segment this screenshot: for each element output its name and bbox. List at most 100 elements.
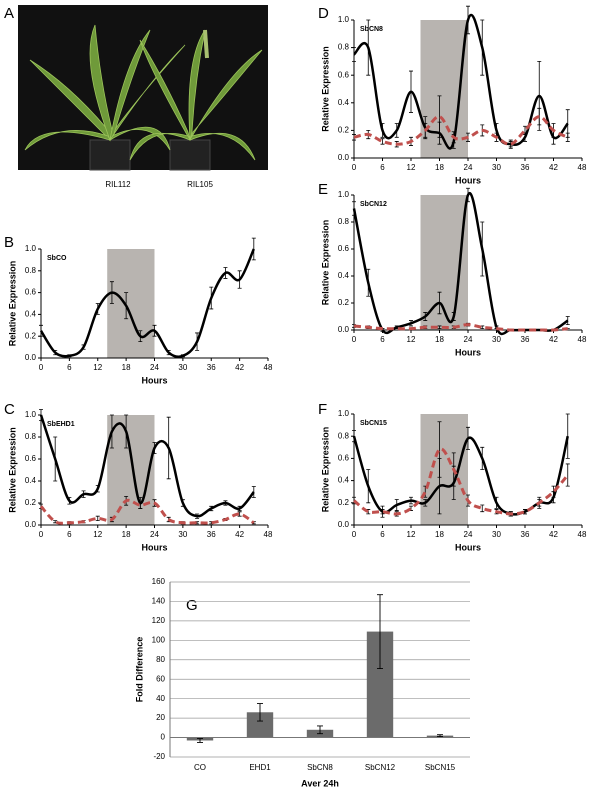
y-tick-label: 0.0: [25, 520, 37, 529]
y-tick-label: 0.6: [25, 288, 37, 297]
x-tick-label: 12: [93, 363, 102, 372]
x-tick-label: 36: [521, 335, 530, 344]
x-tick-label: 18: [122, 363, 131, 372]
error-bar: [437, 325, 442, 330]
y-tick-label: 1.0: [338, 15, 350, 24]
error-bar: [95, 515, 100, 521]
y-tick-label: 1.0: [338, 190, 350, 199]
x-tick-label: 42: [235, 530, 244, 539]
y-tick-label: 0.2: [25, 331, 37, 340]
chart-title: SbCN12: [360, 201, 387, 208]
x-tick-label: SbCN12: [365, 763, 396, 772]
x-tick-label: 18: [435, 530, 444, 539]
error-bar: [551, 485, 556, 498]
y-tick-label: 40: [156, 694, 165, 703]
y-tick-label: 0.2: [338, 498, 350, 507]
y-axis-label: Relative Expression: [320, 220, 330, 306]
error-bar: [251, 237, 256, 261]
x-tick-label: 36: [207, 363, 216, 372]
y-tick-label: 0.8: [25, 266, 37, 275]
x-tick-label: 30: [178, 530, 187, 539]
y-tick-label: 0.0: [25, 353, 37, 362]
chart-title: SbCN8: [360, 26, 383, 33]
x-tick-label: 36: [521, 530, 530, 539]
x-tick-label: SbCN15: [425, 763, 456, 772]
x-tick-label: 6: [67, 530, 72, 539]
error-bar: [317, 725, 323, 735]
error-bar: [251, 486, 256, 498]
chart-title: SbEHD1: [47, 421, 75, 428]
x-tick-label: 0: [39, 530, 44, 539]
x-tick-label: 24: [464, 530, 473, 539]
series-line: [39, 414, 255, 518]
error-bar: [523, 509, 527, 515]
y-tick-label: 0.2: [25, 498, 37, 507]
x-tick-label: 30: [178, 363, 187, 372]
pot: [169, 139, 211, 171]
error-bar: [380, 509, 385, 515]
y-axis-label: Fold Difference: [134, 637, 144, 703]
panel-label: F: [318, 401, 327, 418]
photo-caption: RIL112: [105, 180, 131, 189]
y-axis-label: Relative Expression: [320, 46, 330, 132]
error-bar: [377, 594, 383, 669]
y-tick-label: 0.6: [25, 454, 37, 463]
error-bar: [565, 413, 570, 459]
y-tick-label: 0.2: [338, 298, 350, 307]
x-tick-label: 30: [492, 530, 501, 539]
x-tick-label: 12: [407, 335, 416, 344]
x-tick-label: 18: [435, 335, 444, 344]
x-tick-label: 0: [39, 363, 44, 372]
x-tick-label: 24: [464, 335, 473, 344]
x-tick-label: 48: [578, 530, 587, 539]
y-tick-label: 80: [156, 655, 165, 664]
error-bar: [437, 421, 442, 478]
y-tick-label: 0.8: [338, 217, 350, 226]
y-tick-label: 0.0: [338, 325, 350, 334]
y-tick-label: 0.6: [338, 244, 350, 253]
y-tick-label: 20: [156, 713, 165, 722]
error-bar: [565, 132, 570, 142]
series-line: [39, 248, 255, 358]
x-axis-label: Hours: [455, 347, 481, 357]
x-tick-label: 30: [492, 163, 501, 172]
y-tick-label: 0.0: [338, 153, 350, 162]
y-tick-label: 0.8: [25, 432, 37, 441]
series-line: [353, 447, 569, 516]
y-tick-label: 1.0: [338, 409, 350, 418]
y-tick-label: 0.6: [338, 454, 350, 463]
y-tick-label: 1.0: [25, 410, 37, 419]
error-bar: [437, 95, 442, 138]
x-tick-label: SbCN8: [307, 763, 333, 772]
x-tick-label: 24: [150, 530, 159, 539]
error-bar: [138, 501, 143, 509]
error-bar: [437, 734, 443, 738]
x-tick-label: EHD1: [249, 763, 271, 772]
y-tick-label: 140: [152, 597, 166, 606]
y-axis-label: Relative Expression: [320, 427, 330, 513]
x-tick-label: 12: [407, 163, 416, 172]
x-tick-label: 42: [549, 335, 558, 344]
panel-label: C: [4, 401, 15, 418]
y-tick-label: 0.4: [338, 476, 350, 485]
series-line: [353, 115, 569, 146]
error-bar: [508, 141, 513, 148]
panel-label: E: [318, 181, 328, 198]
y-tick-label: 160: [152, 577, 166, 586]
error-bar: [197, 738, 203, 743]
x-axis-label: Hours: [141, 375, 167, 385]
error-bar: [257, 703, 263, 722]
y-tick-label: 0.4: [338, 98, 350, 107]
x-tick-label: 18: [435, 163, 444, 172]
y-tick-label: 0: [161, 733, 166, 742]
x-tick-label: 42: [549, 163, 558, 172]
x-tick-label: 36: [207, 530, 216, 539]
x-tick-label: 48: [578, 335, 587, 344]
panel-label: B: [4, 234, 14, 251]
x-axis-label: Hours: [455, 175, 481, 185]
chart-title: SbCN15: [360, 420, 387, 427]
photo: [18, 5, 268, 171]
error-bar: [380, 138, 385, 145]
series-line: [39, 498, 255, 525]
night-shade: [107, 249, 155, 358]
